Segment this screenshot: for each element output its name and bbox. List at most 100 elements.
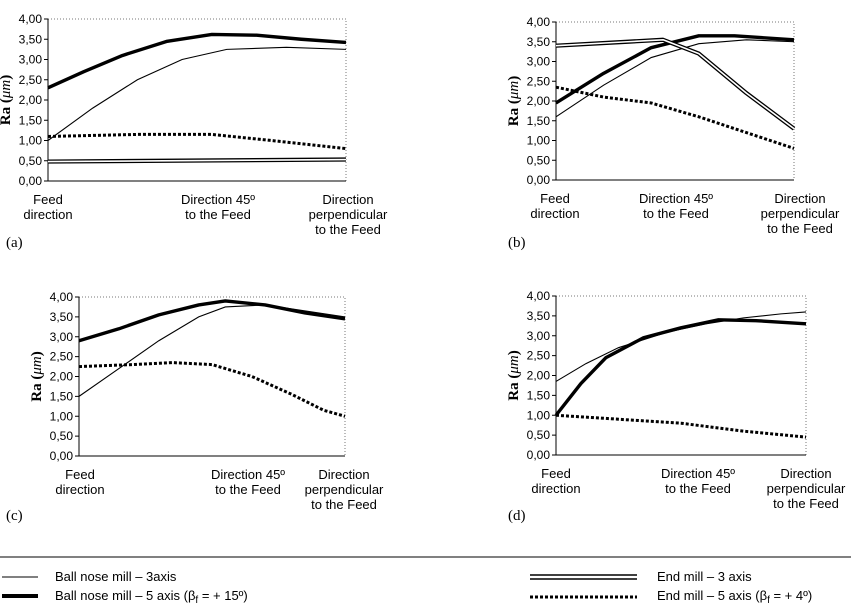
legend-label-end-5axis: End mill – 5 axis (βf = + 4º): [657, 588, 812, 606]
legend: Ball nose mill – 3axis Ball nose mill – …: [2, 569, 812, 606]
chart-panel-2: 0,00 0,50 1,00 1,50 2,00 2,50 3,00 3,50 4,00 Feed…: [506, 15, 840, 251]
y-tick-label: 0,00: [527, 448, 551, 462]
y-axis-label: Ra (μm): [0, 75, 14, 125]
y-tick-label: 3,00: [527, 55, 551, 69]
x-category-line: to the Feed: [315, 222, 381, 237]
series-line-end-mill-5axis: [555, 85, 795, 150]
y-tick-label: 1,00: [19, 134, 43, 148]
series-line-ball-nose-5axis: [555, 34, 795, 105]
y-tick-label: 0,50: [50, 429, 74, 443]
y-tick-label: 0,50: [527, 428, 551, 442]
chart-panel-3: 0,00 0,50 1,00 1,50 2,00 2,50 3,00 3,50 4,00 Feed…: [6, 290, 384, 524]
y-tick-label: 0,50: [19, 154, 43, 168]
y-tick-label: 3,50: [527, 35, 551, 49]
x-category-line: Direction: [322, 192, 373, 207]
legend-label-end-5axis-sub: f: [767, 595, 770, 606]
series-line-end-mill-3axis-inner: [47, 158, 347, 163]
y-tick-label: 1,50: [527, 388, 551, 402]
x-category-label: Direction 45º to the Feed: [661, 466, 735, 496]
y-tick-label: 2,50: [19, 73, 43, 87]
x-category-label: Direction 45º to the Feed: [211, 467, 285, 497]
series-line-end-mill-5axis: [78, 361, 346, 418]
x-category-label: Direction 45º to the Feed: [639, 191, 713, 221]
y-tick-label: 4,00: [50, 290, 74, 304]
x-category-line: Direction 45º: [639, 191, 713, 206]
y-axis-label-unit: μm: [506, 355, 522, 375]
y-tick-label: 1,00: [527, 408, 551, 422]
x-category-line: Feed: [65, 467, 95, 482]
y-axis-label-close: ): [506, 350, 522, 355]
chart-panel-1: 0,00 0,50 1,00 1,50 2,00 2,50 3,00 3,50 4,00 Feed…: [0, 12, 388, 251]
legend-label-end-5axis-prefix: End mill – 5 axis (β: [657, 588, 767, 603]
x-category-line: direction: [531, 481, 580, 496]
panel-label: (a): [6, 235, 23, 251]
x-category-line: to the Feed: [185, 207, 251, 222]
y-tick-label: 4,00: [527, 15, 551, 29]
y-axis-label: Ra (μm): [506, 76, 522, 126]
y-tick-label: 4,00: [19, 12, 43, 26]
panel-label: (d): [508, 508, 526, 524]
y-tick-label: 3,00: [19, 53, 43, 67]
x-category-label: Direction perpendicular to the Feed: [309, 192, 388, 237]
x-category-line: direction: [55, 482, 104, 497]
y-tick-label: 3,00: [527, 329, 551, 343]
plot-border: [556, 21, 795, 180]
y-tick-label: 2,00: [19, 93, 43, 107]
y-axis-label-close: ): [29, 351, 45, 356]
x-category-line: direction: [23, 207, 72, 222]
y-tick-label: 3,00: [50, 330, 74, 344]
y-tick-label: 1,50: [50, 389, 74, 403]
legend-label-ball-5axis-prefix: Ball nose mill – 5 axis (β: [55, 588, 195, 603]
x-category-line: perpendicular: [305, 482, 384, 497]
x-category-line: Feed: [33, 192, 63, 207]
x-category-line: Feed: [540, 191, 570, 206]
plot-border: [79, 296, 346, 456]
chart-panel-4: 0,00 0,50 1,00 1,50 2,00 2,50 3,00 3,50 4,00 Feed…: [506, 289, 846, 524]
x-category-line: Direction 45º: [661, 466, 735, 481]
x-category-line: to the Feed: [767, 221, 833, 236]
x-category-label: Feed direction: [530, 191, 579, 221]
series-line-ball-nose-3axis: [78, 304, 346, 397]
y-tick-label: 2,00: [50, 370, 74, 384]
series-line-ball-nose-3axis: [47, 46, 347, 141]
plot-border: [48, 18, 347, 181]
x-category-line: to the Feed: [643, 206, 709, 221]
y-tick-label: 3,50: [50, 310, 74, 324]
y-tick-label: 4,00: [527, 289, 551, 303]
y-tick-label: 2,50: [50, 350, 74, 364]
y-tick-label: 1,00: [50, 409, 74, 423]
x-category-line: Direction 45º: [181, 192, 255, 207]
series-line-end-mill-5axis: [47, 132, 347, 151]
legend-label-end-5axis-suffix: = + 4º): [770, 588, 812, 603]
y-axis-label-close: ): [506, 76, 522, 81]
y-tick-label: 1,50: [19, 113, 43, 127]
x-category-line: Direction 45º: [211, 467, 285, 482]
y-tick-label: 2,50: [527, 349, 551, 363]
x-category-label: Feed direction: [23, 192, 72, 222]
y-tick-label: 1,00: [527, 134, 551, 148]
series-line-ball-nose-3axis: [555, 39, 795, 118]
legend-label-ball-5axis-suffix: = + 15º): [198, 588, 248, 603]
y-axis-label-quantity: Ra (: [506, 374, 522, 401]
panels-group: 0,00 0,50 1,00 1,50 2,00 2,50 3,00 3,50 4,00 Feed…: [0, 12, 846, 524]
y-tick-label: 0,50: [527, 153, 551, 167]
y-tick-label: 3,50: [527, 309, 551, 323]
plot-border: [556, 295, 807, 455]
panel-label: (b): [508, 235, 526, 251]
y-tick-label: 2,00: [527, 369, 551, 383]
y-axis-label-unit: μm: [506, 81, 522, 101]
y-axis-label: Ra (μm): [29, 351, 45, 401]
y-tick-label: 0,00: [19, 174, 43, 188]
x-category-line: to the Feed: [773, 496, 839, 511]
x-category-label: Direction perpendicular to the Feed: [767, 466, 846, 511]
y-tick-label: 2,50: [527, 74, 551, 88]
x-category-label: Feed direction: [55, 467, 104, 497]
x-category-line: perpendicular: [309, 207, 388, 222]
x-category-line: Direction: [774, 191, 825, 206]
series-line-end-mill-5axis: [555, 413, 807, 439]
x-category-line: to the Feed: [215, 482, 281, 497]
y-axis-label-quantity: Ra (: [0, 98, 14, 125]
series-line-end-mill-3axis: [555, 37, 796, 131]
x-category-label: Direction perpendicular to the Feed: [761, 191, 840, 236]
